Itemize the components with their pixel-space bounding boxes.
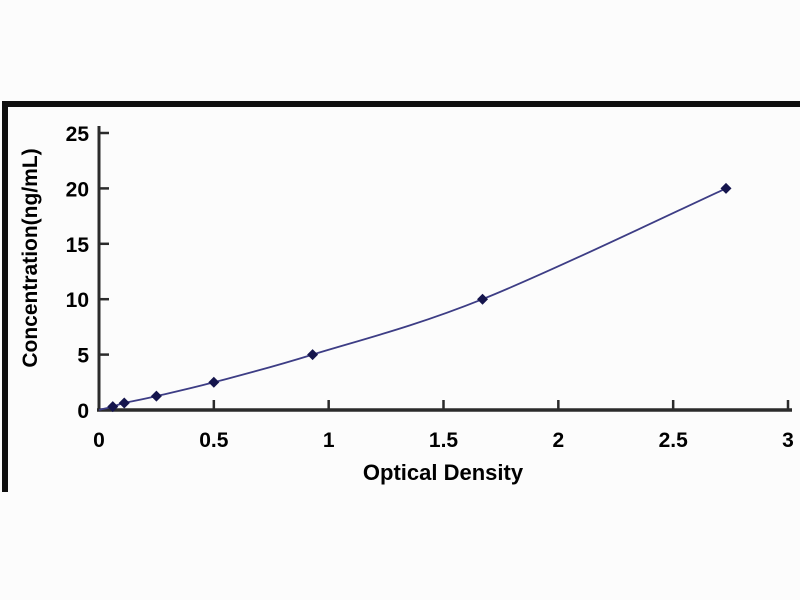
x-tick-label: 1.5 [429,429,459,452]
x-tick-label: 0.5 [199,429,229,452]
y-tick-label: 5 [77,345,89,368]
y-tick-label: 10 [66,289,89,312]
x-tick-label: 1 [323,429,335,452]
y-tick-label: 20 [66,178,89,201]
data-point-marker [720,182,732,194]
data-point-marker [208,376,220,388]
figure-border-left [2,101,8,492]
data-point-marker [477,293,489,305]
standard-curve-line [98,187,727,411]
data-point-marker [150,390,162,402]
y-tick-label: 15 [66,234,90,257]
y-tick-label: 25 [66,123,90,146]
data-point-marker [107,401,119,413]
y-tick-label: 0 [77,400,89,423]
figure-border-top [2,101,800,107]
x-axis-label: Optical Density [362,460,524,485]
data-point-marker [307,349,319,361]
data-point-marker [118,397,130,409]
y-axis-label: Concentration(ng/mL) [19,148,42,368]
x-tick-label: 2.5 [659,429,689,452]
x-tick-label: 0 [93,429,105,452]
x-tick-label: 2 [552,429,564,452]
x-tick-label: 3 [782,429,794,452]
